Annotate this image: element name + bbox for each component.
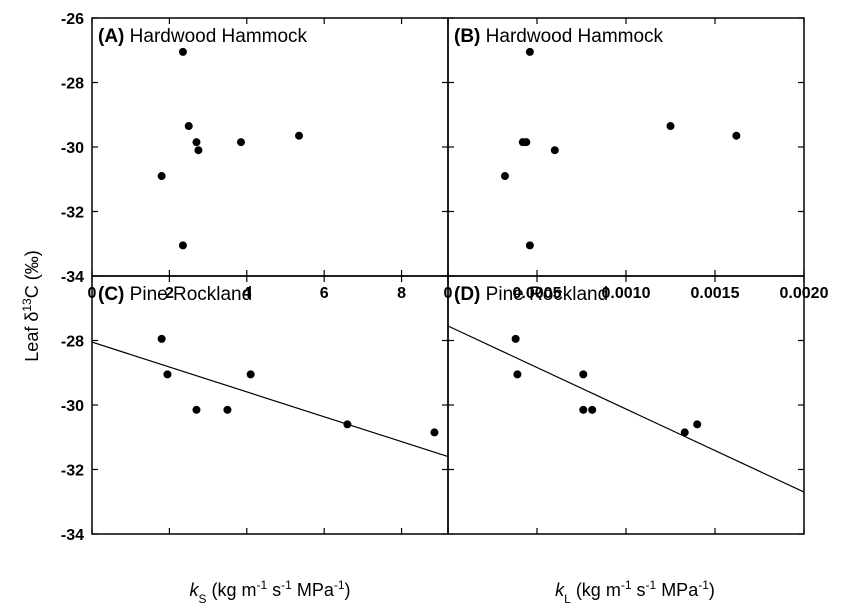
data-point: [184, 122, 193, 131]
data-point: [343, 420, 352, 429]
data-point: [525, 47, 534, 56]
data-point: [178, 241, 187, 250]
y-tick-label: -28: [61, 334, 84, 351]
panel-title-b: (B) Hardwood Hammock: [454, 26, 664, 47]
panel-frame-b: [447, 17, 805, 277]
x-tick-label: 0.0015: [691, 285, 740, 302]
data-point: [680, 428, 689, 437]
regression-line: [91, 341, 449, 458]
x-axis-label-left: kS (kg m-1 s-1 MPa-1): [189, 578, 350, 605]
panel-letter: (C): [98, 284, 124, 305]
x-tick-label: 0.0020: [780, 285, 829, 302]
panel-frame-c: [91, 275, 449, 535]
data-point: [579, 370, 588, 379]
x-tick-label: 0: [88, 285, 97, 302]
panel-title-d: (D) Pine Rockland: [454, 284, 608, 305]
data-point: [666, 122, 675, 131]
x-tick-label: 6: [320, 285, 329, 302]
data-point: [579, 405, 588, 414]
panel-site-name: Hardwood Hammock: [480, 26, 663, 47]
y-tick-label: -26: [61, 11, 84, 28]
data-point: [513, 370, 522, 379]
data-point: [192, 138, 201, 147]
y-tick-label: -34: [61, 269, 84, 286]
x-axis-label-right: kL (kg m-1 s-1 MPa-1): [555, 578, 715, 605]
panel-site-name: Pine Rockland: [480, 284, 608, 305]
regression-line: [447, 325, 805, 493]
data-point: [192, 405, 201, 414]
x-tick-label: 8: [397, 285, 406, 302]
data-point: [178, 47, 187, 56]
panel-title-a: (A) Hardwood Hammock: [98, 26, 308, 47]
panel-letter: (D): [454, 284, 480, 305]
data-point: [732, 131, 741, 140]
x-tick-label: 4: [242, 285, 251, 302]
data-point: [430, 428, 439, 437]
y-tick-label: -30: [61, 398, 84, 415]
data-point: [522, 138, 531, 147]
panel-frame-a: [91, 17, 449, 277]
chart-marks: [91, 47, 805, 493]
panel-site-name: Hardwood Hammock: [124, 26, 307, 47]
data-point: [550, 146, 559, 155]
data-point: [157, 334, 166, 343]
x-tick-label: 0.0010: [602, 285, 651, 302]
data-point: [588, 405, 597, 414]
x-tick-label: 2: [165, 285, 174, 302]
y-tick-label: -30: [61, 140, 84, 157]
data-point: [246, 370, 255, 379]
y-tick-label: -32: [61, 205, 84, 222]
y-axis-label: Leaf δ13C (‰): [20, 250, 42, 361]
panel-frames: [91, 17, 805, 535]
panel-frame-d: [447, 275, 805, 535]
panel-title-c: (C) Pine Rockland: [98, 284, 252, 305]
panel-site-name: Pine Rockland: [124, 284, 252, 305]
data-point: [223, 405, 232, 414]
y-tick-label: -32: [61, 463, 84, 480]
data-point: [500, 172, 509, 181]
x-tick-label: 0: [444, 285, 453, 302]
chart-labels: -34 -32 -30 -28 -26 0 2 4 6 8 (A) Hardwood Hammock…: [61, 11, 829, 544]
data-point: [236, 138, 245, 147]
x-tick-label: 0.0005: [513, 285, 562, 302]
data-point: [295, 131, 304, 140]
data-point: [163, 370, 172, 379]
data-point: [525, 241, 534, 250]
panel-letter: (B): [454, 26, 480, 47]
y-tick-label: -28: [61, 76, 84, 93]
panel-letter: (A): [98, 26, 124, 47]
data-point: [693, 420, 702, 429]
data-point: [511, 334, 520, 343]
data-point: [194, 146, 203, 155]
y-tick-label: -34: [61, 527, 84, 544]
data-point: [157, 172, 166, 181]
